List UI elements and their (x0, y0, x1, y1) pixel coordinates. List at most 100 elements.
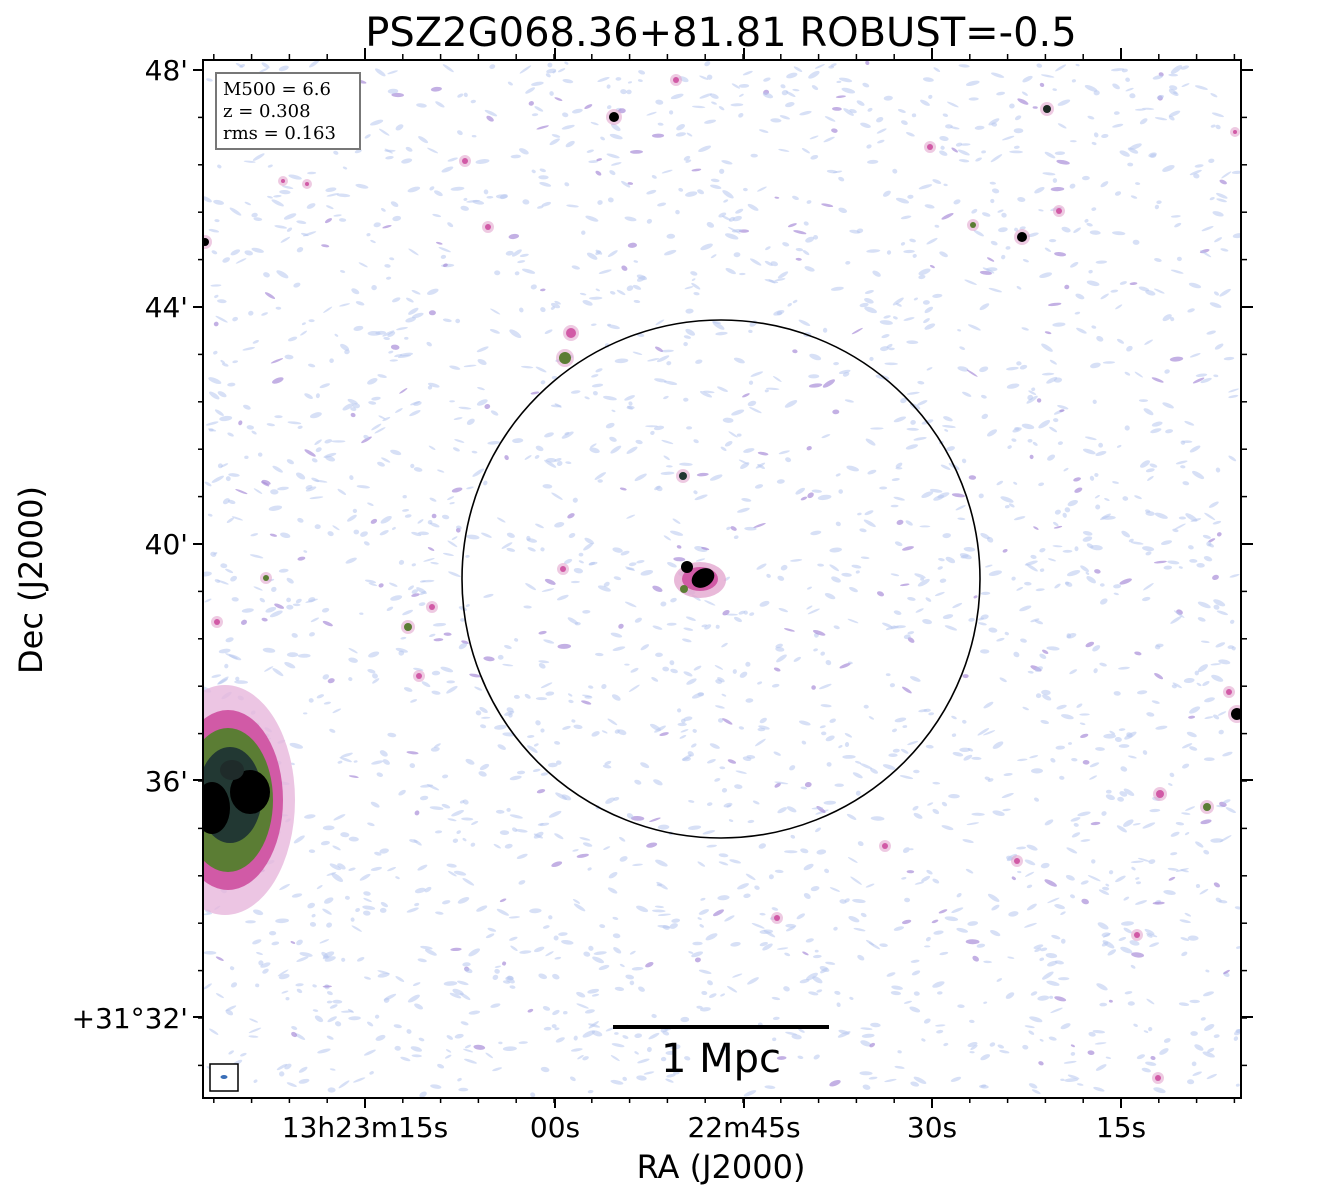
noise-speck (651, 133, 665, 138)
noise-speck (619, 487, 627, 491)
noise-speck (554, 522, 565, 528)
noise-speck (911, 113, 917, 118)
noise-speck (561, 124, 575, 130)
noise-speck (353, 529, 360, 535)
noise-speck (795, 247, 804, 252)
noise-speck (1154, 117, 1168, 121)
noise-speck (654, 725, 666, 733)
noise-speck (865, 939, 875, 946)
noise-speck (706, 74, 713, 80)
noise-speck (466, 418, 475, 426)
noise-speck (939, 136, 949, 141)
noise-speck (370, 518, 378, 524)
noise-speck (1068, 742, 1072, 745)
noise-speck (1207, 1047, 1215, 1053)
noise-speck (1175, 460, 1188, 465)
noise-speck (1210, 663, 1222, 666)
noise-speck (277, 486, 289, 491)
noise-speck (625, 974, 635, 980)
noise-speck (590, 323, 597, 326)
noise-speck (1121, 921, 1134, 926)
noise-speck (414, 1003, 424, 1010)
noise-speck (1030, 991, 1038, 996)
noise-speck (657, 824, 670, 830)
noise-speck (1140, 460, 1150, 468)
noise-speck (646, 218, 653, 224)
noise-speck (1086, 576, 1097, 584)
noise-speck (1024, 560, 1038, 566)
noise-speck (820, 967, 828, 974)
noise-speck (991, 188, 1000, 194)
noise-speck (295, 983, 304, 987)
noise-speck (734, 784, 743, 789)
noise-speck (597, 200, 603, 205)
noise-speck (538, 660, 550, 664)
noise-speck (317, 1048, 331, 1054)
noise-speck (1047, 558, 1057, 562)
noise-speck (622, 1076, 628, 1082)
noise-speck (817, 563, 824, 567)
noise-speck (830, 286, 844, 291)
noise-speck (696, 1005, 703, 1009)
noise-speck (1052, 545, 1063, 548)
noise-speck (792, 195, 799, 201)
noise-speck (1098, 442, 1103, 448)
noise-speck (344, 349, 350, 355)
noise-speck (676, 545, 682, 549)
noise-speck (864, 306, 877, 314)
noise-speck (864, 510, 874, 516)
noise-speck (225, 653, 238, 660)
noise-speck (326, 193, 339, 197)
noise-speck (1189, 558, 1198, 563)
noise-speck (1197, 617, 1206, 622)
noise-speck (910, 1081, 920, 1087)
noise-speck (447, 540, 458, 548)
noise-speck (378, 415, 386, 420)
noise-speck (1134, 495, 1142, 500)
noise-speck (663, 535, 672, 541)
noise-speck (957, 517, 966, 521)
noise-speck (731, 83, 741, 89)
noise-speck (333, 214, 342, 217)
noise-speck (621, 265, 628, 271)
noise-speck (434, 190, 443, 197)
noise-speck (762, 943, 773, 951)
noise-speck (636, 1075, 647, 1081)
compact-source (263, 575, 269, 581)
noise-speck (891, 728, 898, 733)
noise-speck (1036, 63, 1043, 68)
noise-speck (1039, 957, 1045, 962)
noise-speck (540, 728, 545, 733)
noise-speck (1174, 222, 1182, 228)
noise-speck (353, 1077, 366, 1083)
noise-speck (462, 837, 467, 842)
noise-speck (209, 391, 220, 400)
noise-speck (545, 73, 551, 78)
noise-speck (558, 932, 568, 936)
info-box: M500 = 6.6 z = 0.308 rms = 0.163 (215, 72, 361, 150)
noise-speck (1087, 115, 1095, 120)
noise-speck (411, 593, 420, 597)
noise-speck (1213, 604, 1220, 610)
noise-speck (1091, 207, 1097, 211)
noise-speck (829, 547, 842, 553)
noise-speck (1038, 209, 1044, 212)
noise-speck (1052, 88, 1057, 91)
noise-speck (304, 393, 313, 399)
noise-speck (697, 189, 705, 195)
noise-speck (262, 968, 269, 974)
noise-speck (576, 991, 586, 998)
noise-speck (413, 467, 423, 472)
noise-speck (371, 396, 381, 401)
noise-speck (699, 391, 713, 398)
noise-speck (965, 80, 980, 87)
noise-speck (971, 756, 982, 760)
noise-speck (1026, 884, 1033, 889)
noise-speck (910, 959, 920, 963)
noise-speck (368, 651, 380, 658)
compact-source (462, 158, 468, 164)
noise-speck (540, 288, 546, 292)
noise-speck (955, 142, 963, 147)
noise-speck (1034, 619, 1044, 625)
noise-speck (792, 299, 798, 304)
